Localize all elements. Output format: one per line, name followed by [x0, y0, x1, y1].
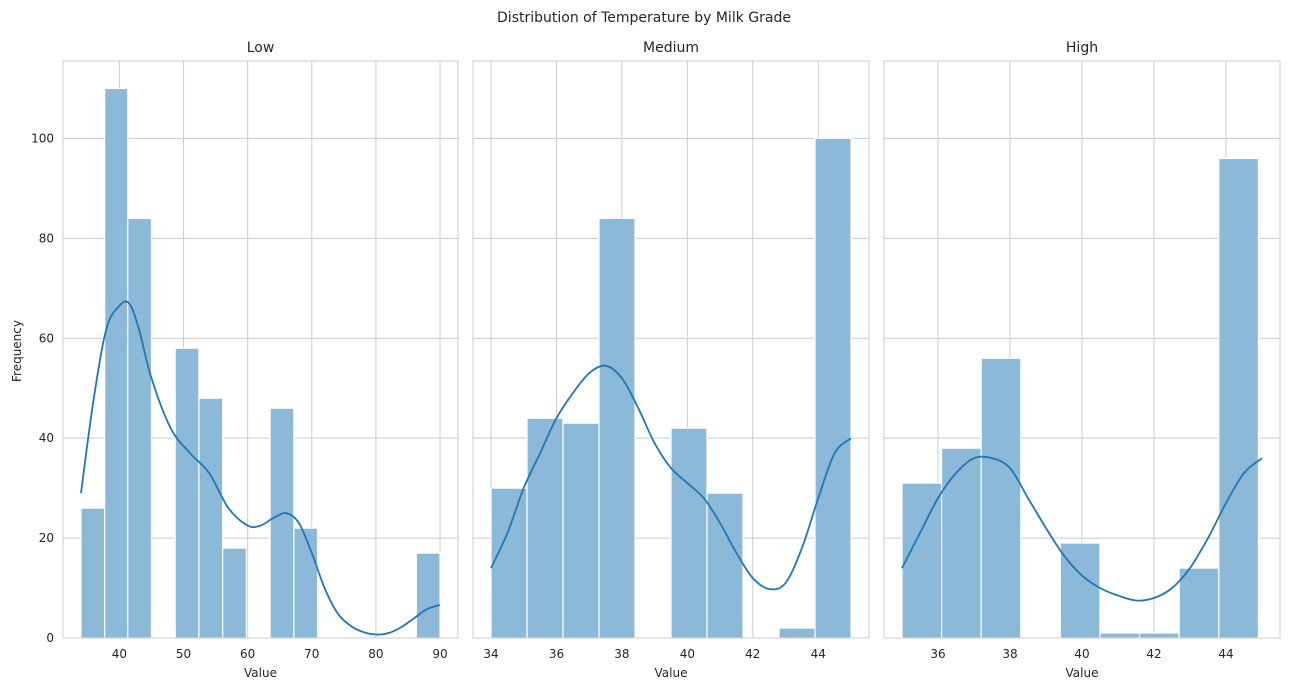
subplot-high: 36 38 40 42 44 High Value: [883, 40, 1281, 680]
x-tick-label: 44: [811, 647, 826, 661]
histogram-bar: [269, 407, 295, 639]
histogram-bar: [1178, 567, 1220, 639]
histogram-bar: [1099, 632, 1141, 639]
histogram-bar: [814, 137, 852, 639]
x-tick-label: 40: [680, 647, 695, 661]
x-tick-label: 42: [745, 647, 760, 661]
x-tick-label: 90: [432, 647, 447, 661]
histogram-bar: [490, 487, 528, 639]
subplot-title: Low: [247, 40, 275, 56]
x-tick-label: 36: [549, 647, 564, 661]
histogram-bar: [1138, 632, 1180, 639]
x-tick-label: 70: [304, 647, 319, 661]
y-tick-label: 100: [31, 131, 54, 145]
y-tick-label: 60: [39, 331, 54, 345]
axes-frame: [472, 60, 870, 639]
histogram-bar: [80, 507, 106, 639]
histogram-bar: [980, 357, 1022, 639]
subplot-medium: 34 36 38 40 42 44 Medium Value: [472, 40, 870, 680]
y-tick-label: 0: [46, 631, 54, 645]
histogram-bar: [127, 217, 153, 639]
histogram-bar: [778, 627, 816, 639]
axes-frame: [62, 60, 459, 639]
histogram-bar: [598, 217, 636, 639]
x-tick-label: 34: [483, 647, 498, 661]
y-axis-label: Frequency: [10, 320, 24, 382]
axes-frame: [883, 60, 1281, 639]
subplot-low: 40 50 60 70 80 90 0 20 40 60 80 100 Low Value: [31, 40, 459, 680]
x-tick-label: 38: [614, 647, 629, 661]
histogram-bar: [526, 417, 564, 639]
histogram-bar: [415, 552, 441, 639]
x-axis-label: Value: [244, 666, 277, 680]
histogram-bar: [222, 547, 247, 639]
kde-curve: [901, 455, 1263, 602]
x-tick-label: 44: [1218, 647, 1233, 661]
subplot-title: Medium: [643, 40, 699, 56]
x-axis-label: Value: [655, 666, 688, 680]
y-tick-label: 20: [39, 531, 54, 545]
x-tick-label: 50: [176, 647, 191, 661]
x-tick-label: 40: [1074, 647, 1089, 661]
histogram-bar: [901, 482, 943, 639]
histogram-bar: [670, 427, 708, 639]
histogram-bar: [198, 397, 224, 639]
kde-curve: [80, 300, 441, 636]
histogram-bar: [1218, 157, 1260, 639]
histogram-bar: [706, 492, 744, 639]
y-tick-label: 80: [39, 231, 54, 245]
figure-title: Distribution of Temperature by Milk Grad…: [497, 10, 791, 26]
x-tick-label: 36: [930, 647, 945, 661]
y-tick-label: 40: [39, 431, 54, 445]
histogram-bar: [562, 422, 600, 639]
subplots: 40 50 60 70 80 90 0 20 40 60 80 100 Low Value 34 36 38 40…: [31, 40, 1281, 680]
histogram-bar: [104, 87, 129, 639]
x-tick-label: 80: [368, 647, 383, 661]
histogram-bar: [174, 347, 200, 639]
x-tick-label: 40: [112, 647, 127, 661]
histogram-bar: [293, 527, 319, 639]
subplot-title: High: [1066, 40, 1098, 56]
histogram-bar: [940, 447, 982, 639]
x-tick-label: 38: [1002, 647, 1017, 661]
x-tick-label: 60: [240, 647, 255, 661]
x-tick-label: 42: [1146, 647, 1161, 661]
kde-curve: [490, 364, 852, 591]
x-axis-label: Value: [1066, 666, 1099, 680]
